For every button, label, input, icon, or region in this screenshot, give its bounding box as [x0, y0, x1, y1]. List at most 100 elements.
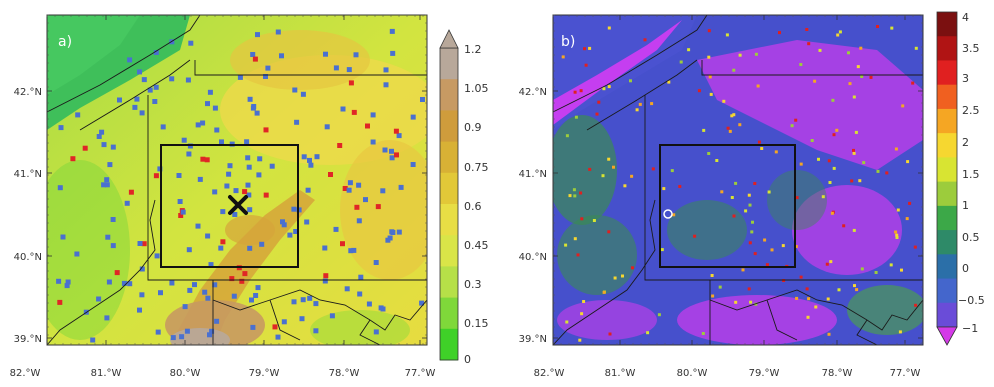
- station-blue-square: [184, 328, 190, 334]
- station-blue-square: [291, 206, 297, 212]
- station-blue-square: [366, 301, 372, 307]
- station-red-square: [340, 241, 345, 247]
- station-blue-square: [356, 182, 362, 188]
- grid-cell-marker: [584, 63, 588, 67]
- colorbar-segment: [937, 302, 957, 328]
- grid-cell-marker: [760, 147, 764, 150]
- colorbar-segment: [440, 172, 458, 205]
- grid-cell-marker: [693, 234, 697, 238]
- station-blue-square: [281, 319, 287, 325]
- station-blue-square: [250, 105, 256, 111]
- grid-cell-marker: [795, 196, 799, 200]
- x-tick-label: 78.°W: [822, 368, 853, 379]
- colorbar-tick-label: 2.5: [962, 104, 980, 117]
- map-field-a: [47, 15, 427, 345]
- station-red-square: [394, 152, 399, 158]
- station-blue-square: [58, 125, 64, 131]
- station-blue-square: [385, 237, 391, 243]
- station-blue-square: [158, 290, 163, 296]
- grid-cell-marker: [876, 169, 880, 173]
- grid-cell-marker: [831, 98, 835, 102]
- station-blue-square: [147, 87, 153, 93]
- station-blue-square: [208, 262, 214, 268]
- grid-cell-marker: [667, 80, 671, 84]
- colorbar-tick-label: 1.05: [464, 82, 489, 95]
- grid-cell-marker: [753, 252, 757, 256]
- grid-cell-marker: [827, 159, 831, 163]
- station-blue-square: [370, 139, 376, 145]
- grid-cell-marker: [707, 152, 711, 155]
- station-blue-square: [214, 318, 220, 324]
- colorbar-tick-label: 2: [962, 136, 969, 149]
- y-tick-label: 41.°N: [14, 169, 42, 180]
- grid-cell-marker: [782, 279, 786, 282]
- station-blue-square: [346, 187, 352, 193]
- grid-cell-marker: [885, 171, 889, 175]
- station-blue-square: [293, 229, 299, 234]
- colorbar-tick-label: 0.9: [464, 121, 482, 134]
- y-tick-label: 39.°N: [14, 334, 42, 345]
- grid-cell-marker: [821, 195, 825, 199]
- colorbar-tick-label: 0.75: [464, 161, 489, 174]
- station-blue-square: [329, 313, 335, 319]
- colorbar: [439, 29, 459, 361]
- grid-cell-marker: [579, 191, 583, 195]
- colorbar-tick-label: 1.5: [962, 168, 980, 181]
- grid-cell-marker: [827, 332, 831, 336]
- station-blue-square: [291, 299, 297, 305]
- station-blue-square: [101, 142, 107, 148]
- colorbar-segment: [937, 36, 957, 61]
- station-blue-square: [250, 324, 256, 330]
- grid-cell-marker: [573, 194, 577, 198]
- grid-cell-marker: [730, 196, 734, 199]
- grid-cell-marker: [763, 238, 767, 242]
- station-blue-square: [212, 105, 218, 111]
- colorbar-tick-label: 0: [962, 262, 969, 275]
- station-blue-square: [382, 147, 388, 153]
- colorbar-segment: [937, 108, 957, 134]
- grid-cell-marker: [860, 267, 864, 271]
- station-blue-square: [96, 134, 102, 139]
- station-blue-square: [300, 297, 306, 303]
- colorbar-tick-label: 4: [962, 11, 969, 24]
- grid-cell-marker: [650, 102, 654, 106]
- station-blue-square: [179, 334, 185, 340]
- station-blue-square: [247, 207, 253, 213]
- station-blue-square: [218, 245, 224, 251]
- station-blue-square: [245, 182, 251, 188]
- colorbar-segment: [937, 181, 957, 207]
- station-blue-square: [299, 316, 305, 322]
- x-marker-icon: [228, 195, 248, 215]
- station-blue-square: [137, 69, 142, 75]
- x-tick-label: 82.°W: [10, 368, 41, 379]
- colorbar-segment: [937, 157, 957, 183]
- grid-cell-marker: [707, 29, 711, 33]
- grid-cell-marker: [913, 245, 917, 249]
- grid-cell-marker: [836, 33, 840, 37]
- x-tick-label: 78.°W: [329, 368, 360, 379]
- station-red-square: [153, 173, 159, 179]
- grid-cell-marker: [726, 126, 730, 130]
- grid-cell-marker: [578, 338, 582, 342]
- station-blue-square: [358, 274, 364, 280]
- station-blue-square: [153, 84, 159, 90]
- station-blue-square: [110, 243, 116, 249]
- grid-cell-marker: [850, 179, 854, 183]
- station-blue-square: [255, 32, 260, 38]
- x-tick-label: 77.°W: [405, 368, 436, 379]
- station-blue-square: [353, 52, 359, 58]
- station-red-square: [351, 109, 357, 115]
- grid-cell-marker: [629, 79, 632, 83]
- station-blue-square: [137, 307, 142, 313]
- grid-cell-marker: [595, 112, 599, 116]
- grid-cell-marker: [805, 28, 809, 31]
- station-blue-square: [410, 114, 416, 120]
- station-red-square: [328, 172, 333, 177]
- station-blue-square: [390, 50, 396, 56]
- grid-cell-marker: [679, 60, 683, 64]
- grid-cell-marker: [898, 330, 902, 334]
- grid-cell-marker: [751, 220, 754, 224]
- grid-cell-marker: [826, 297, 830, 301]
- station-blue-square: [124, 200, 130, 206]
- station-blue-square: [107, 162, 113, 168]
